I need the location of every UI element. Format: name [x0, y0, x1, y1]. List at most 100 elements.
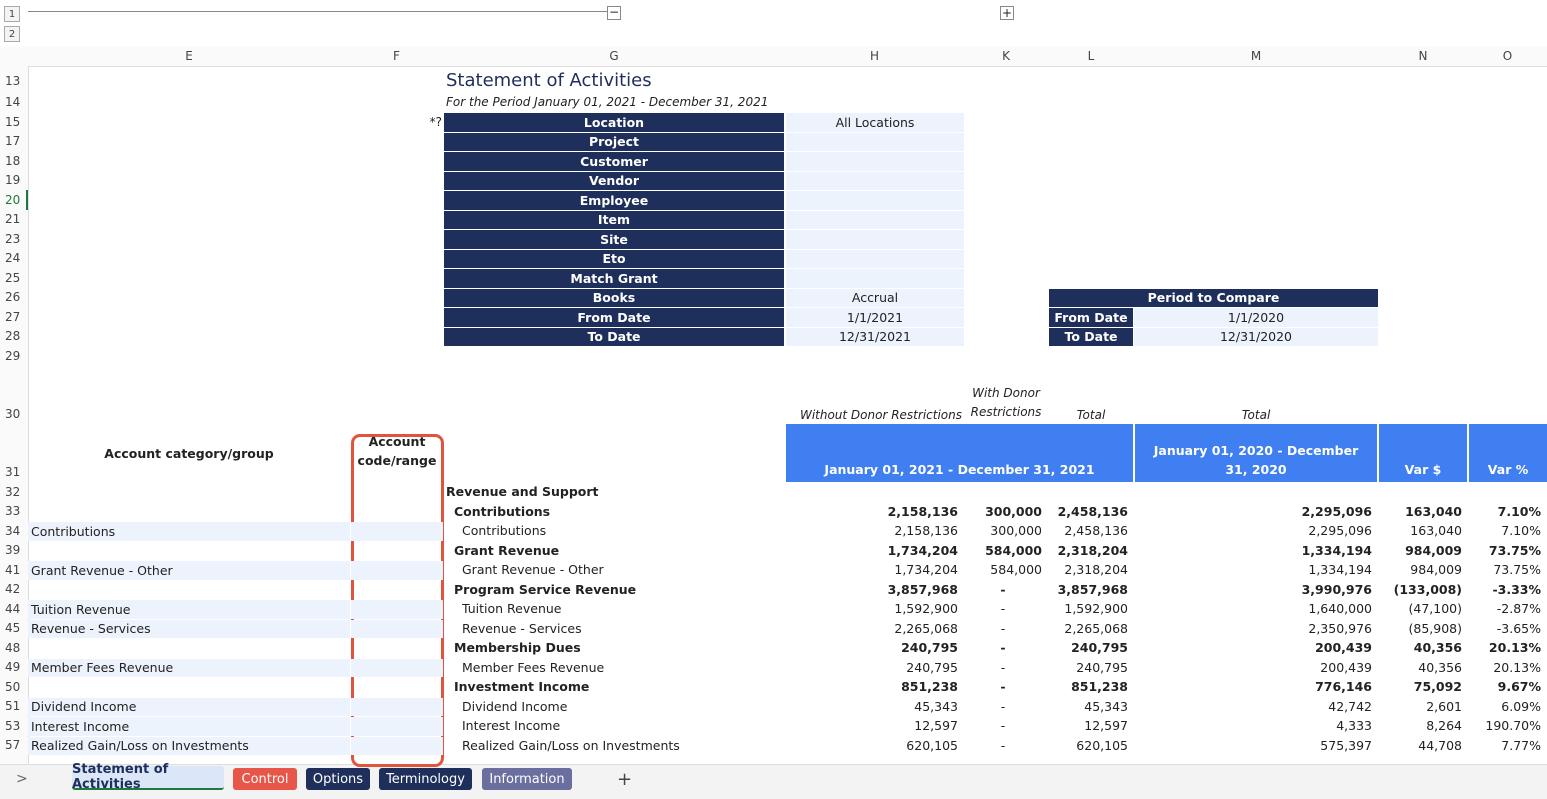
sheet-tab[interactable]: Terminology	[379, 768, 472, 790]
amount: 7.10%	[1501, 523, 1541, 539]
param-value	[786, 171, 964, 190]
column-header: E	[185, 49, 193, 63]
amount: 2,458,136	[1057, 503, 1128, 519]
column-header: K	[1002, 49, 1010, 63]
collapse-button[interactable]: −	[607, 5, 621, 20]
marker: *?	[429, 114, 442, 129]
row-header: 34	[5, 523, 21, 538]
amount: 2,295,096	[1308, 523, 1372, 539]
row-header: 27	[5, 309, 21, 324]
amount: 300,000	[990, 523, 1042, 539]
amount: 620,105	[906, 737, 958, 753]
param-value	[786, 249, 964, 268]
account-category: Dividend Income	[28, 697, 350, 716]
account-category: Interest Income	[28, 717, 350, 736]
amount: 1,334,194	[1308, 562, 1372, 578]
compare-label: From Date	[1049, 308, 1133, 327]
param-value	[786, 191, 964, 210]
amount: -	[1000, 640, 1006, 656]
amount: 73.75%	[1493, 562, 1541, 578]
sheet-tab[interactable]: Statement of Activities	[72, 762, 224, 792]
amount: 300,000	[985, 503, 1042, 519]
amount: 2,601	[1426, 698, 1462, 714]
amount: -3.33%	[1492, 581, 1541, 597]
amount: 4,333	[1336, 718, 1372, 734]
account-code	[351, 619, 443, 638]
amount: 240,795	[1076, 659, 1128, 675]
row-header: 41	[5, 562, 21, 577]
amount: 12,597	[914, 718, 958, 734]
sheet-tab[interactable]: Options	[306, 768, 370, 790]
row-header: 18	[5, 153, 21, 168]
outline-bar: − +	[0, 0, 1547, 47]
param-label: Eto	[444, 249, 784, 268]
amount: 2,265,068	[1064, 620, 1128, 636]
amount: -	[1000, 581, 1006, 597]
account-category: Contributions	[28, 522, 350, 541]
param-value	[786, 230, 964, 249]
row-header: 51	[5, 699, 21, 714]
account-category: Tuition Revenue	[28, 600, 350, 619]
amount: 3,857,968	[887, 581, 958, 597]
row-header: 23	[5, 231, 21, 246]
amount: 20.13%	[1488, 640, 1541, 656]
param-label: Books	[444, 288, 784, 307]
amount: 163,040	[1410, 523, 1462, 539]
outline-level[interactable]: 1	[4, 6, 20, 22]
amount: 40,356	[1418, 659, 1462, 675]
row-header: 21	[5, 212, 21, 227]
amount: -	[1000, 601, 1006, 617]
row-header: 50	[5, 679, 21, 694]
row-header: 25	[5, 270, 21, 285]
amount: -	[1000, 620, 1006, 636]
line-item: Grant Revenue - Other	[462, 562, 604, 578]
row-header: 31	[5, 465, 21, 479]
line-item: Revenue - Services	[462, 620, 582, 636]
amount: 6.09%	[1501, 698, 1541, 714]
amount: 42,742	[1328, 698, 1372, 714]
line-item: Contributions	[454, 503, 551, 519]
compare-title: Period to Compare	[1049, 288, 1378, 307]
amount: 240,795	[1071, 640, 1128, 656]
row-header: 45	[5, 621, 21, 636]
amount: 7.10%	[1497, 503, 1541, 519]
amount: -2.87%	[1496, 601, 1541, 617]
amount: 620,105	[1076, 737, 1128, 753]
add-sheet[interactable]: +	[617, 769, 633, 790]
header-var-pct: Var %	[1469, 424, 1547, 482]
amount: 2,458,136	[1064, 523, 1128, 539]
param-value	[786, 132, 964, 151]
param-value: 12/31/2021	[786, 327, 964, 346]
column-header: F	[393, 49, 400, 63]
row-header: 39	[5, 543, 21, 558]
row-header: 53	[5, 718, 21, 733]
amount: 776,146	[1315, 679, 1372, 695]
param-label: Project	[444, 132, 784, 151]
sheet-tab[interactable]: Control	[233, 768, 297, 790]
line-item: Revenue and Support	[446, 484, 599, 500]
amount: 851,238	[901, 679, 958, 695]
header-var-amount: Var $	[1379, 424, 1467, 482]
amount: 8,264	[1426, 718, 1462, 734]
scroll-arrow[interactable]: >	[16, 771, 28, 787]
column-header: O	[1502, 49, 1513, 63]
param-label: Customer	[444, 152, 784, 171]
outline-line	[28, 11, 608, 12]
expand-button[interactable]: +	[1000, 6, 1014, 20]
amount: -	[1000, 718, 1006, 734]
amount: 20.13%	[1493, 659, 1541, 675]
param-label: Vendor	[444, 171, 784, 190]
row-header: 19	[5, 173, 21, 188]
row-header: 13	[5, 73, 21, 88]
amount: 1,592,900	[894, 601, 958, 617]
amount: 12,597	[1084, 718, 1128, 734]
param-label: Item	[444, 210, 784, 229]
sheet-tab[interactable]: Information	[482, 768, 572, 790]
row-header: 44	[5, 601, 21, 616]
report-period: For the Period January 01, 2021 - Decemb…	[446, 95, 769, 109]
param-value: 1/1/2021	[786, 308, 964, 327]
amount: (47,100)	[1408, 601, 1463, 617]
outline-level[interactable]: 2	[4, 26, 20, 42]
subheader: Without Donor Restrictions	[799, 408, 962, 422]
